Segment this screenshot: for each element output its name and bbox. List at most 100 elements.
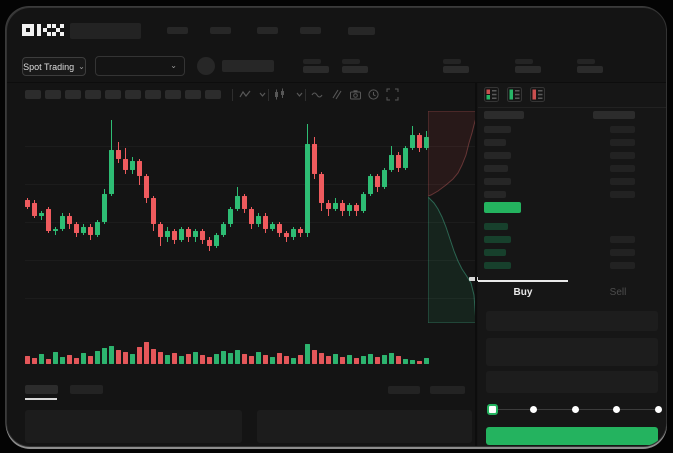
nav-item-skeleton[interactable] [257,27,278,34]
trade-tabs: Buy Sell [478,280,666,304]
app-window: Spot Trading ⌄ ⌄ [6,7,667,447]
volume-bar [123,352,128,364]
market-type-selector[interactable]: Spot Trading ⌄ [22,57,86,76]
line-wave-icon[interactable] [311,88,324,101]
candle [347,204,352,212]
total-input-skeleton[interactable] [486,371,658,393]
volume-bar [312,350,317,364]
nav-item-skeleton[interactable] [210,27,231,34]
candle [32,202,37,216]
buy-submit-button[interactable] [486,427,658,445]
timeframe-button-skeleton[interactable] [105,90,121,99]
volume-bar [256,352,261,364]
market-type-label: Spot Trading [23,61,75,72]
book-split-icon[interactable] [484,87,499,102]
amount-skeleton [610,236,635,243]
timeframe-button-skeleton[interactable] [145,90,161,99]
bottom-tab-skeleton[interactable] [70,385,103,394]
candle [137,161,142,177]
okx-logo[interactable] [22,24,64,36]
volume-bar [81,353,86,364]
volume-bar [221,351,226,364]
timeframe-button-skeleton[interactable] [65,90,81,99]
volume-bar [214,354,219,364]
bottom-action-skeleton[interactable] [430,386,465,394]
order-book-row[interactable] [478,259,666,272]
timeframe-button-skeleton[interactable] [165,90,181,99]
volume-bar [249,356,254,364]
order-book-row[interactable] [478,175,666,188]
order-book-row[interactable] [478,188,666,201]
order-book-row[interactable] [478,220,666,233]
slider-stop[interactable] [571,406,579,413]
nav-item-skeleton[interactable] [300,27,321,34]
nav-item-skeleton[interactable] [348,27,375,35]
chevron-down-icon[interactable] [256,88,269,101]
order-book-row[interactable] [478,136,666,149]
zigzag-indicator-icon[interactable] [239,88,252,101]
slider-stop[interactable] [613,406,620,413]
order-book-row[interactable] [478,246,666,259]
order-book-row[interactable] [478,123,666,136]
timeframe-button-skeleton[interactable] [125,90,141,99]
volume-bar [179,356,184,364]
volume-bar [165,355,170,364]
pair-dropdown[interactable]: ⌄ [95,56,185,76]
candlestick-chart[interactable] [25,111,431,329]
bottom-tab-skeleton[interactable] [25,385,58,394]
last-price-bar[interactable] [484,202,521,213]
timeframe-button-skeleton[interactable] [85,90,101,99]
camera-icon[interactable] [349,88,362,101]
candle [200,230,205,240]
candle [67,215,72,225]
candle [417,134,422,149]
volume-bar [277,353,282,364]
candle [270,224,275,229]
tab-buy[interactable]: Buy [513,287,533,298]
nav-item-skeleton[interactable] [167,27,188,34]
order-book-row[interactable] [478,149,666,162]
divider [475,83,477,446]
slider-stop[interactable] [530,406,537,413]
amount-skeleton [610,126,635,133]
candle [263,215,268,229]
candle [256,215,261,225]
slider-stop[interactable] [654,406,662,413]
candle [88,226,93,236]
candle [165,230,170,238]
slider-stop[interactable] [486,404,498,415]
price-skeleton [484,191,506,198]
volume-bar [263,355,268,364]
candle [81,226,86,234]
chevron-down-icon[interactable] [293,88,306,101]
volume-bar [368,354,373,364]
price-input-skeleton[interactable] [486,311,658,331]
volume-bar [270,357,275,364]
order-book-row[interactable] [478,162,666,175]
candle [158,224,163,238]
candle [60,215,65,229]
order-book-row[interactable] [478,233,666,246]
timeframe-button-skeleton[interactable] [205,90,221,99]
volume-bar [74,358,79,364]
book-header-skeleton [593,111,635,119]
candle [228,209,233,225]
timeframe-button-skeleton[interactable] [25,90,41,99]
candle [249,209,254,225]
candle-style-icon[interactable] [273,88,286,101]
candle [39,213,44,216]
volume-bar [53,352,58,364]
history-clock-icon[interactable] [367,88,380,101]
amount-input-skeleton[interactable] [486,338,658,366]
bottom-action-skeleton[interactable] [388,386,420,394]
candle [410,134,415,149]
timeframe-button-skeleton[interactable] [45,90,61,99]
timeframe-button-skeleton[interactable] [185,90,201,99]
book-bids-icon[interactable] [507,87,522,102]
candle [305,143,310,234]
compare-slashes-icon[interactable] [330,88,343,101]
fullscreen-icon[interactable] [386,88,399,101]
book-asks-icon[interactable] [530,87,545,102]
tab-sell[interactable]: Sell [609,287,627,298]
candle [326,202,331,210]
